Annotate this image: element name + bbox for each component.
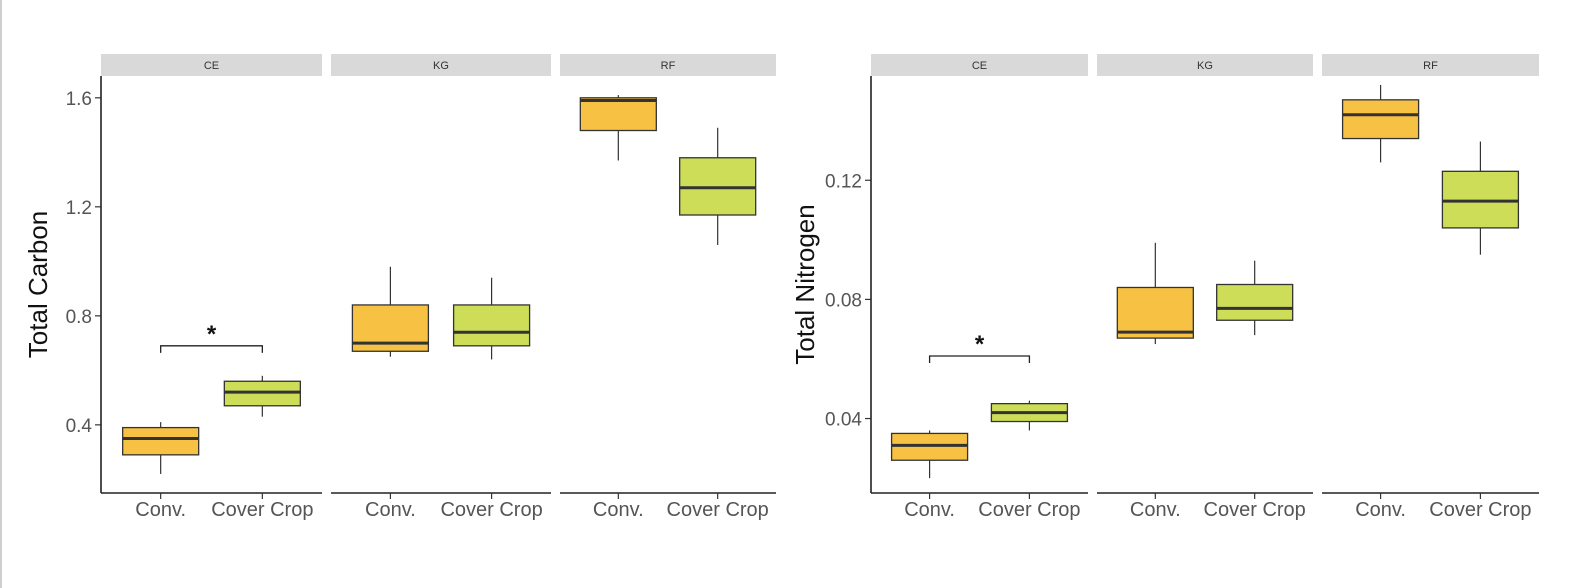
facet-panel-ce: CE Conv. Cover Crop * <box>101 54 322 521</box>
y-tick-label: 0.12 <box>825 171 862 192</box>
facet-strip-label: KG <box>1197 60 1213 72</box>
y-axis-title: Total Carbon <box>23 211 53 358</box>
box-cover-crop <box>223 375 301 417</box>
x-tick-label: Conv. <box>593 499 644 521</box>
facet-strip <box>331 54 551 76</box>
facet-panel-rf: RF Conv. Cover Crop <box>560 54 776 521</box>
box-conv <box>1341 84 1420 163</box>
x-tick-label: Cover Crop <box>978 499 1080 521</box>
box-iqr <box>122 426 200 456</box>
y-tick-label: 0.08 <box>825 290 862 311</box>
y-tick-label: 0.04 <box>825 410 862 431</box>
y-tick-label: 1.6 <box>66 89 92 110</box>
facet-strip-label: CE <box>972 60 987 72</box>
box-cover-crop <box>452 277 531 360</box>
box-cover-crop <box>990 400 1069 431</box>
significance-bracket <box>928 355 1031 363</box>
significance-label: * <box>207 321 217 348</box>
box-iqr <box>1116 286 1194 339</box>
x-tick-label: Cover Crop <box>211 499 313 521</box>
box-iqr <box>579 97 657 132</box>
facet-panel-ce: CE Conv. Cover Crop * <box>871 54 1088 521</box>
facet-strip <box>871 54 1088 76</box>
significance-label: * <box>975 331 985 358</box>
facet-strip <box>1097 54 1313 76</box>
x-tick-label: Conv. <box>135 499 186 521</box>
box-conv <box>351 266 430 357</box>
box-iqr <box>1216 283 1294 321</box>
y-tick-label: 0.8 <box>66 307 92 328</box>
box-cover-crop <box>1216 260 1294 336</box>
facet-panel-kg: KG Conv. Cover Crop <box>1097 54 1313 521</box>
box-conv <box>890 430 969 479</box>
box-conv <box>122 422 200 474</box>
box-cover-crop <box>679 127 757 245</box>
y-axis-title: Total Nitrogen <box>790 204 820 364</box>
facet-strip-label: RF <box>661 60 676 72</box>
box-cover-crop <box>1441 141 1520 255</box>
facet-strip-label: RF <box>1423 60 1438 72</box>
facet-strip-label: KG <box>433 60 449 72</box>
x-tick-label: Cover Crop <box>1204 499 1306 521</box>
facet-strip <box>1322 54 1539 76</box>
x-tick-label: Cover Crop <box>1429 499 1531 521</box>
x-tick-label: Conv. <box>1130 499 1181 521</box>
chart-total-nitrogen: Total Nitrogen 0.04 0.08 0.12 CE Conv. Cover C… <box>790 54 1539 521</box>
box-iqr <box>452 304 531 347</box>
x-tick-label: Cover Crop <box>440 499 542 521</box>
significance-bracket <box>160 345 263 353</box>
box-iqr <box>1341 99 1420 140</box>
facet-strip-label: CE <box>204 60 219 72</box>
facet-panel-kg: KG Conv. Cover Crop <box>331 54 551 521</box>
x-tick-label: Cover Crop <box>667 499 769 521</box>
y-tick-label: 1.2 <box>66 198 92 219</box>
y-tick-label: 0.4 <box>66 416 93 437</box>
facet-strip <box>560 54 776 76</box>
x-tick-label: Conv. <box>904 499 955 521</box>
chart-total-carbon: Total Carbon 0.4 0.8 1.2 1.6 CE Conv. Cover Cro… <box>23 54 776 521</box>
facet-strip <box>101 54 322 76</box>
box-conv <box>579 95 657 161</box>
box-conv <box>1116 242 1194 345</box>
facet-panel-rf: RF Conv. Cover Crop <box>1322 54 1539 521</box>
x-tick-label: Conv. <box>1355 499 1406 521</box>
x-tick-label: Conv. <box>365 499 416 521</box>
